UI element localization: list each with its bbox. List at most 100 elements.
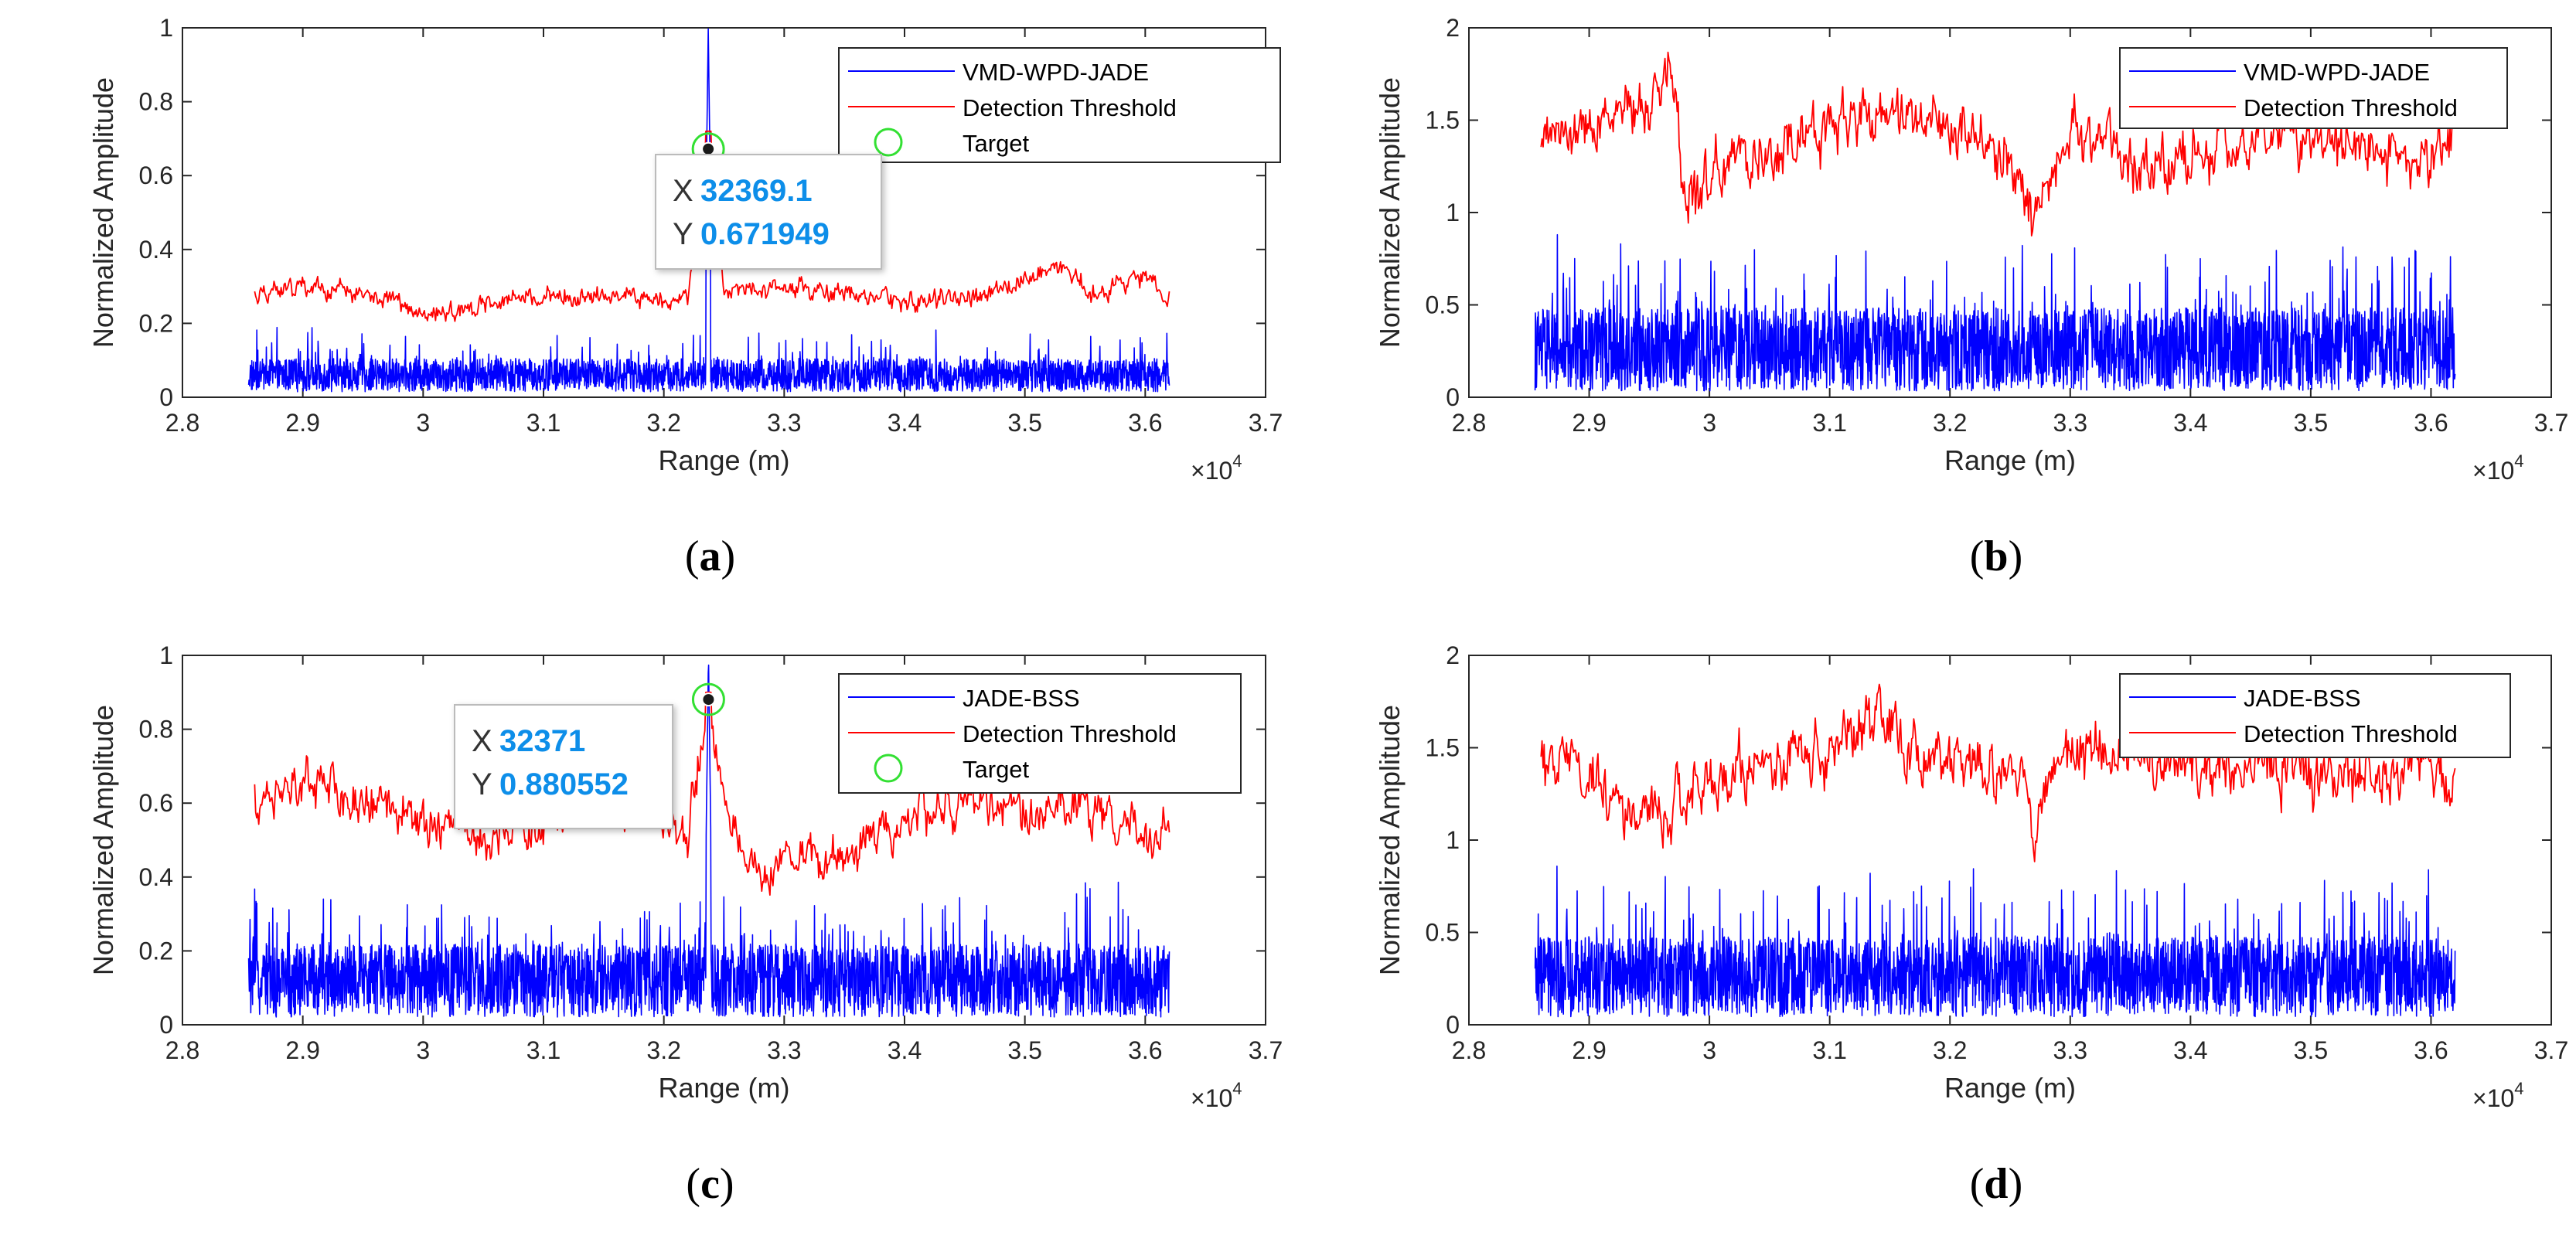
- legend-box: [2119, 673, 2511, 758]
- y-tick-label: 0.5: [1426, 919, 1460, 947]
- y-tick-label: 0.8: [139, 88, 173, 116]
- y-tick-label: 0.2: [139, 309, 173, 337]
- y-tick-label: 0: [1446, 383, 1460, 411]
- target-marker: [691, 682, 725, 716]
- legend: JADE-BSS Detection Threshold: [2119, 673, 2511, 758]
- datatip-point[interactable]: [701, 692, 716, 707]
- exponent-base: ×10: [1191, 1084, 1232, 1112]
- x-tick-label: 3.1: [1812, 1036, 1846, 1064]
- y-tick-label: 0.4: [139, 236, 173, 264]
- legend: VMD-WPD-JADE Detection Threshold Target: [838, 47, 1281, 163]
- panels: 2.8 2.9 3 3.1 3.2 3.3 3.4 3.5 3.6 3.7 0 0.2 0.4 0.6 0.…: [87, 14, 2568, 1208]
- caption-letter: a: [700, 532, 721, 580]
- panel-b: 2.8 2.9 3 3.1 3.2 3.3 3.4 3.5 3.6 3.7 0 0.5 1 1.5 2 Ran…: [1374, 14, 2568, 580]
- y-tick-label: 1: [1446, 826, 1460, 854]
- y-tick-label: 0: [1446, 1011, 1460, 1039]
- panel-a: 2.8 2.9 3 3.1 3.2 3.3 3.4 3.5 3.6 3.7 0 0.2 0.4 0.6 0.…: [87, 14, 1283, 580]
- caption-open: (: [685, 532, 700, 580]
- y-tick-label: 0.4: [139, 863, 173, 891]
- x-tick-label: 3: [1702, 409, 1716, 437]
- x-tick-label: 3.6: [1128, 409, 1162, 437]
- legend-target-symbol: [874, 754, 903, 783]
- panel-caption: (b): [1970, 532, 2022, 580]
- x-tick-label: 3.4: [888, 409, 922, 437]
- y-tick-label: 1: [159, 641, 173, 669]
- y-tick-label: 0: [159, 383, 173, 411]
- x-tick-label: 3.2: [646, 1036, 680, 1064]
- datatip[interactable]: X 32369.1Y 0.671949: [655, 154, 882, 270]
- x-axis-label: Range (m): [1944, 444, 2076, 476]
- x-tick-label: 3.5: [1007, 1036, 1041, 1064]
- x-tick-label: 3.2: [1933, 1036, 1967, 1064]
- x-tick-label: 3.4: [2173, 1036, 2207, 1064]
- legend-label: VMD-WPD-JADE: [963, 59, 1149, 86]
- panel-caption: (d): [1970, 1160, 2022, 1208]
- datatip-y-label: Y: [472, 767, 492, 801]
- x-tick-label: 2.8: [165, 409, 199, 437]
- x-tick-label: 3.1: [1812, 409, 1846, 437]
- datatip-x-label: X: [472, 724, 492, 758]
- x-tick-label: 3.1: [526, 1036, 561, 1064]
- datatip-x-value: 32371: [499, 724, 585, 758]
- x-tick-label: 3.7: [1249, 409, 1283, 437]
- y-tick-label: 1.5: [1426, 734, 1460, 762]
- y-tick-label: 0: [159, 1011, 173, 1039]
- legend-label: Target: [963, 130, 1030, 157]
- x-tick-label: 3.6: [2414, 409, 2448, 437]
- y-tick-label: 2: [1446, 14, 1460, 42]
- series-line-threshold: [254, 691, 1170, 896]
- x-tick-label: 2.8: [1452, 409, 1486, 437]
- exponent-base: ×10: [2472, 1084, 2514, 1112]
- x-tick-label: 3: [1702, 1036, 1716, 1064]
- x-tick-label: 3.3: [767, 409, 801, 437]
- y-tick-label: 0.6: [139, 162, 173, 189]
- y-axis-label: Normalized Amplitude: [87, 77, 119, 348]
- x-tick-label: 3.3: [767, 1036, 801, 1064]
- datatip-y-value: 0.880552: [499, 767, 629, 801]
- datatip-x-label: X: [673, 174, 693, 208]
- caption-close: ): [2009, 532, 2023, 580]
- x-tick-label: 2.8: [1452, 1036, 1486, 1064]
- datatip-point[interactable]: [701, 141, 716, 156]
- legend-label: JADE-BSS: [2244, 685, 2361, 712]
- x-tick-label: 3.2: [1933, 409, 1967, 437]
- x-exponent-label: ×104: [1191, 451, 1242, 485]
- legend: JADE-BSS Detection Threshold Target: [838, 673, 1242, 794]
- y-axis-label: Normalized Amplitude: [87, 705, 119, 975]
- x-axis-label: Range (m): [658, 1072, 789, 1104]
- y-axis-label: Normalized Amplitude: [1374, 705, 1406, 975]
- x-tick-label: 3.7: [1249, 1036, 1283, 1064]
- datatip-y-value: 0.671949: [700, 217, 830, 251]
- legend-label: Detection Threshold: [2244, 94, 2458, 121]
- x-tick-label: 3.3: [2053, 1036, 2087, 1064]
- legend-label: Detection Threshold: [2244, 720, 2458, 747]
- panel-c: 2.8 2.9 3 3.1 3.2 3.3 3.4 3.5 3.6 3.7 0 0.2 0.4 0.6 0.…: [87, 641, 1283, 1208]
- x-axis-label: Range (m): [658, 444, 789, 476]
- datatip-y-label: Y: [673, 217, 693, 251]
- legend-label: Detection Threshold: [963, 94, 1177, 121]
- series-line-signal: [1534, 865, 2456, 1018]
- y-tick-label: 1.5: [1426, 107, 1460, 134]
- x-exponent-label: ×104: [2472, 1079, 2524, 1112]
- exponent-power: 4: [2514, 1079, 2523, 1098]
- x-tick-label: 2.9: [285, 409, 319, 437]
- y-tick-label: 2: [1446, 641, 1460, 669]
- caption-open: (: [1970, 1160, 1985, 1208]
- caption-letter: c: [700, 1160, 720, 1208]
- caption-letter: b: [1984, 532, 2008, 580]
- x-tick-label: 3.2: [646, 409, 680, 437]
- x-tick-label: 3: [416, 1036, 430, 1064]
- caption-open: (: [686, 1160, 700, 1208]
- legend-label: JADE-BSS: [963, 685, 1080, 712]
- datatip-x-value: 32369.1: [700, 174, 813, 208]
- exponent-power: 4: [1232, 451, 1242, 471]
- datatip-box: [655, 154, 882, 270]
- legend-label: Detection Threshold: [963, 720, 1177, 747]
- x-exponent-label: ×104: [1191, 1079, 1242, 1112]
- x-tick-label: 2.9: [285, 1036, 319, 1064]
- x-tick-label: 3.5: [2294, 1036, 2328, 1064]
- x-tick-label: 3.3: [2053, 409, 2087, 437]
- y-tick-label: 0.8: [139, 716, 173, 743]
